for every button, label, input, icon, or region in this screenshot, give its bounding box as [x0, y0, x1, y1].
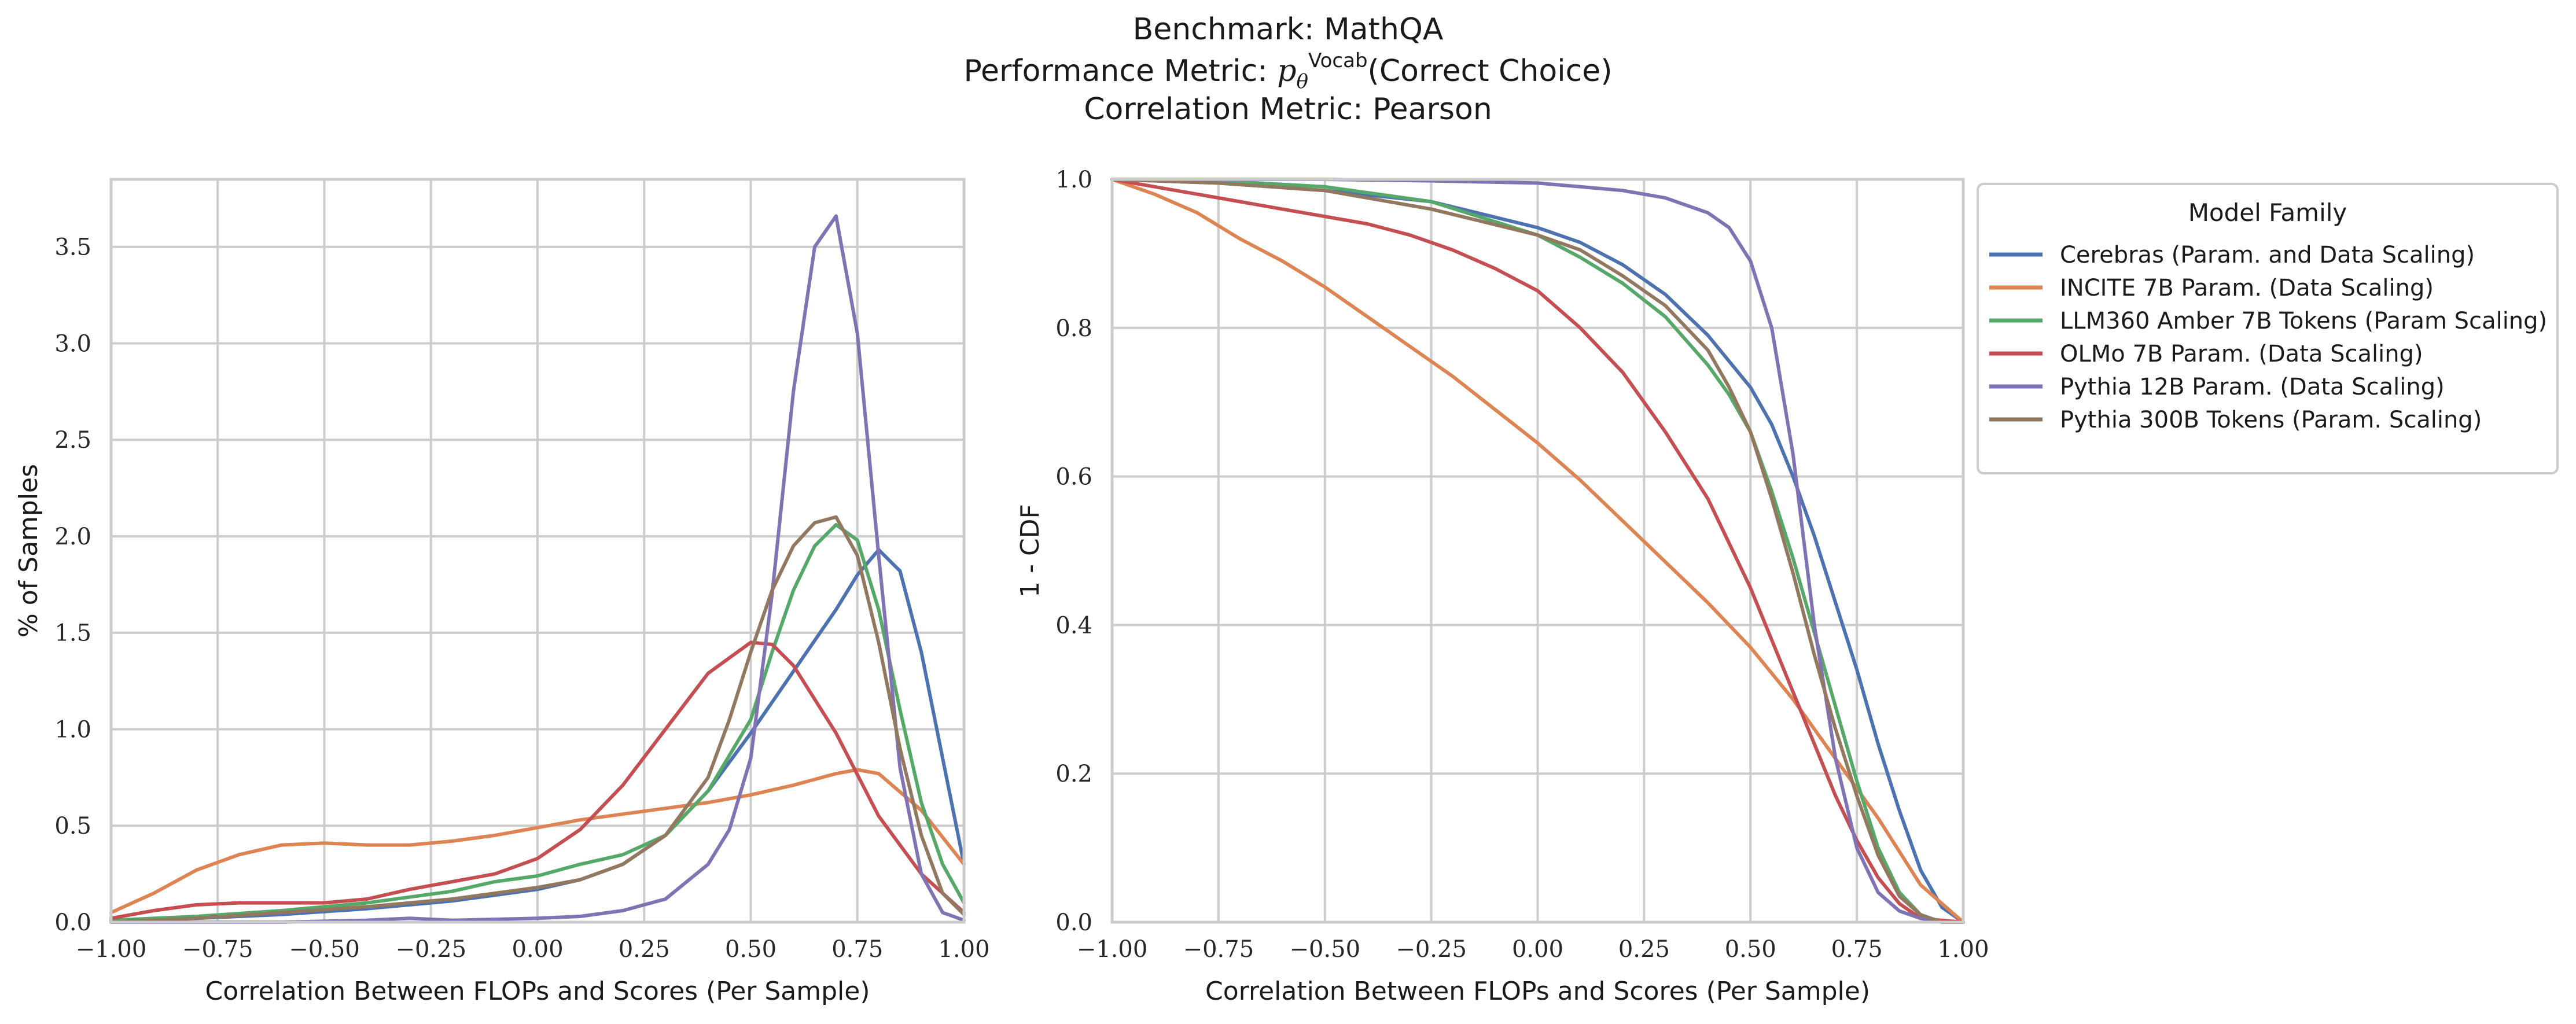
series-line-pythia-12b-param-data-scaling	[1110, 178, 1965, 924]
series-line-incite-7b-param-data-scaling	[109, 768, 966, 915]
kde-y-ticks: 0.0 0.5 1.0 1.5 2.0 2.5 3.0 3.5	[54, 234, 91, 936]
y-tick-label: 2.5	[54, 427, 91, 454]
kde-plot-frame	[109, 178, 966, 924]
x-tick-label: −1.00	[1077, 936, 1148, 963]
y-tick-label: 0.2	[1055, 761, 1092, 787]
x-tick-label: −1.00	[76, 936, 147, 963]
x-tick-label: −0.50	[289, 936, 360, 963]
x-tick-label: 0.50	[1725, 936, 1776, 963]
x-tick-label: −0.25	[395, 936, 466, 963]
x-tick-label: 1.00	[1937, 936, 1989, 963]
survival-x-axis-label: Correlation Between FLOPs and Scores (Pe…	[1205, 977, 1870, 1006]
legend-label: INCITE 7B Param. (Data Scaling)	[2060, 275, 2434, 301]
title-line-2: Performance Metric: pθVocab(Correct Choi…	[963, 49, 1612, 93]
x-tick-label: 1.00	[938, 936, 989, 963]
y-tick-label: 0.8	[1055, 315, 1092, 342]
series-line-incite-7b-param-data-scaling	[1110, 178, 1965, 924]
kde-y-axis-label: % of Samples	[14, 464, 43, 638]
title-line-1: Benchmark: MathQA	[1133, 12, 1444, 47]
legend-entry: Pythia 12B Param. (Data Scaling)	[1989, 374, 2445, 400]
y-tick-label: 1.0	[54, 716, 91, 743]
y-tick-label: 1.0	[1055, 167, 1092, 193]
survival-curves	[1110, 178, 1965, 924]
x-tick-label: 0.00	[1512, 936, 1563, 963]
legend-label: Cerebras (Param. and Data Scaling)	[2060, 242, 2475, 268]
y-tick-label: 1.5	[54, 620, 91, 647]
kde-gridlines	[110, 179, 965, 923]
legend-label: Pythia 300B Tokens (Param. Scaling)	[2060, 407, 2482, 433]
legend-title: Model Family	[2188, 198, 2347, 227]
legend-entry: Cerebras (Param. and Data Scaling)	[1989, 242, 2475, 268]
survival-plot-frame	[1110, 178, 1965, 924]
legend-entries: Cerebras (Param. and Data Scaling) INCITE…	[1989, 242, 2547, 433]
survival-chart: −1.00 −0.75 −0.50 −0.25 0.00 0.25 0.50 0.75 1.00…	[1015, 167, 1989, 1006]
x-tick-label: −0.75	[182, 936, 253, 963]
legend-label: LLM360 Amber 7B Tokens (Param Scaling)	[2060, 308, 2547, 334]
y-tick-label: 2.0	[54, 524, 91, 550]
legend-entry: OLMo 7B Param. (Data Scaling)	[1989, 341, 2423, 367]
y-tick-label: 0.6	[1055, 464, 1092, 491]
legend-entry: INCITE 7B Param. (Data Scaling)	[1989, 275, 2434, 301]
x-tick-label: −0.50	[1289, 936, 1360, 963]
series-line-pythia-300b-tokens-param-scaling	[109, 515, 966, 924]
figure-title: Benchmark: MathQA Performance Metric: pθ…	[963, 12, 1612, 127]
y-tick-label: 3.5	[54, 234, 91, 261]
kde-x-ticks: −1.00 −0.75 −0.50 −0.25 0.00 0.25 0.50 0.75 1.00	[76, 936, 990, 963]
survival-y-ticks: 0.0 0.2 0.4 0.6 0.8 1.0	[1055, 167, 1092, 936]
x-tick-label: 0.75	[831, 936, 883, 963]
survival-y-axis-label: 1 - CDF	[1015, 504, 1045, 598]
series-line-pythia-12b-param-data-scaling	[109, 214, 966, 924]
legend-box	[1977, 183, 2559, 474]
kde-curves	[109, 214, 966, 924]
x-tick-label: 0.75	[1831, 936, 1883, 963]
title-line-3: Correlation Metric: Pearson	[1084, 92, 1492, 127]
legend-entry: Pythia 300B Tokens (Param. Scaling)	[1989, 407, 2482, 433]
x-tick-label: 0.00	[511, 936, 563, 963]
kde-chart: −1.00 −0.75 −0.50 −0.25 0.00 0.25 0.50 0.75 1.00…	[14, 178, 990, 1006]
y-tick-label: 0.5	[54, 813, 91, 839]
legend-label: Pythia 12B Param. (Data Scaling)	[2060, 374, 2445, 400]
x-tick-label: −0.25	[1396, 936, 1467, 963]
y-tick-label: 0.0	[1055, 909, 1092, 936]
y-tick-label: 0.4	[1055, 612, 1092, 639]
x-tick-label: 0.25	[619, 936, 670, 963]
x-tick-label: 0.25	[1618, 936, 1670, 963]
y-tick-label: 3.0	[54, 330, 91, 357]
legend: Model Family Cerebras (Param. and Data S…	[1977, 183, 2559, 474]
kde-x-axis-label: Correlation Between FLOPs and Scores (Pe…	[205, 977, 870, 1006]
series-line-pythia-300b-tokens-param-scaling	[1110, 178, 1965, 924]
x-tick-label: −0.75	[1183, 936, 1254, 963]
legend-entry: LLM360 Amber 7B Tokens (Param Scaling)	[1989, 308, 2547, 334]
survival-x-ticks: −1.00 −0.75 −0.50 −0.25 0.00 0.25 0.50 0.75 1.00	[1077, 936, 1989, 963]
y-tick-label: 0.0	[54, 909, 91, 936]
series-line-olmo-7b-param-data-scaling	[109, 640, 966, 920]
x-tick-label: 0.50	[725, 936, 777, 963]
legend-label: OLMo 7B Param. (Data Scaling)	[2060, 341, 2423, 367]
